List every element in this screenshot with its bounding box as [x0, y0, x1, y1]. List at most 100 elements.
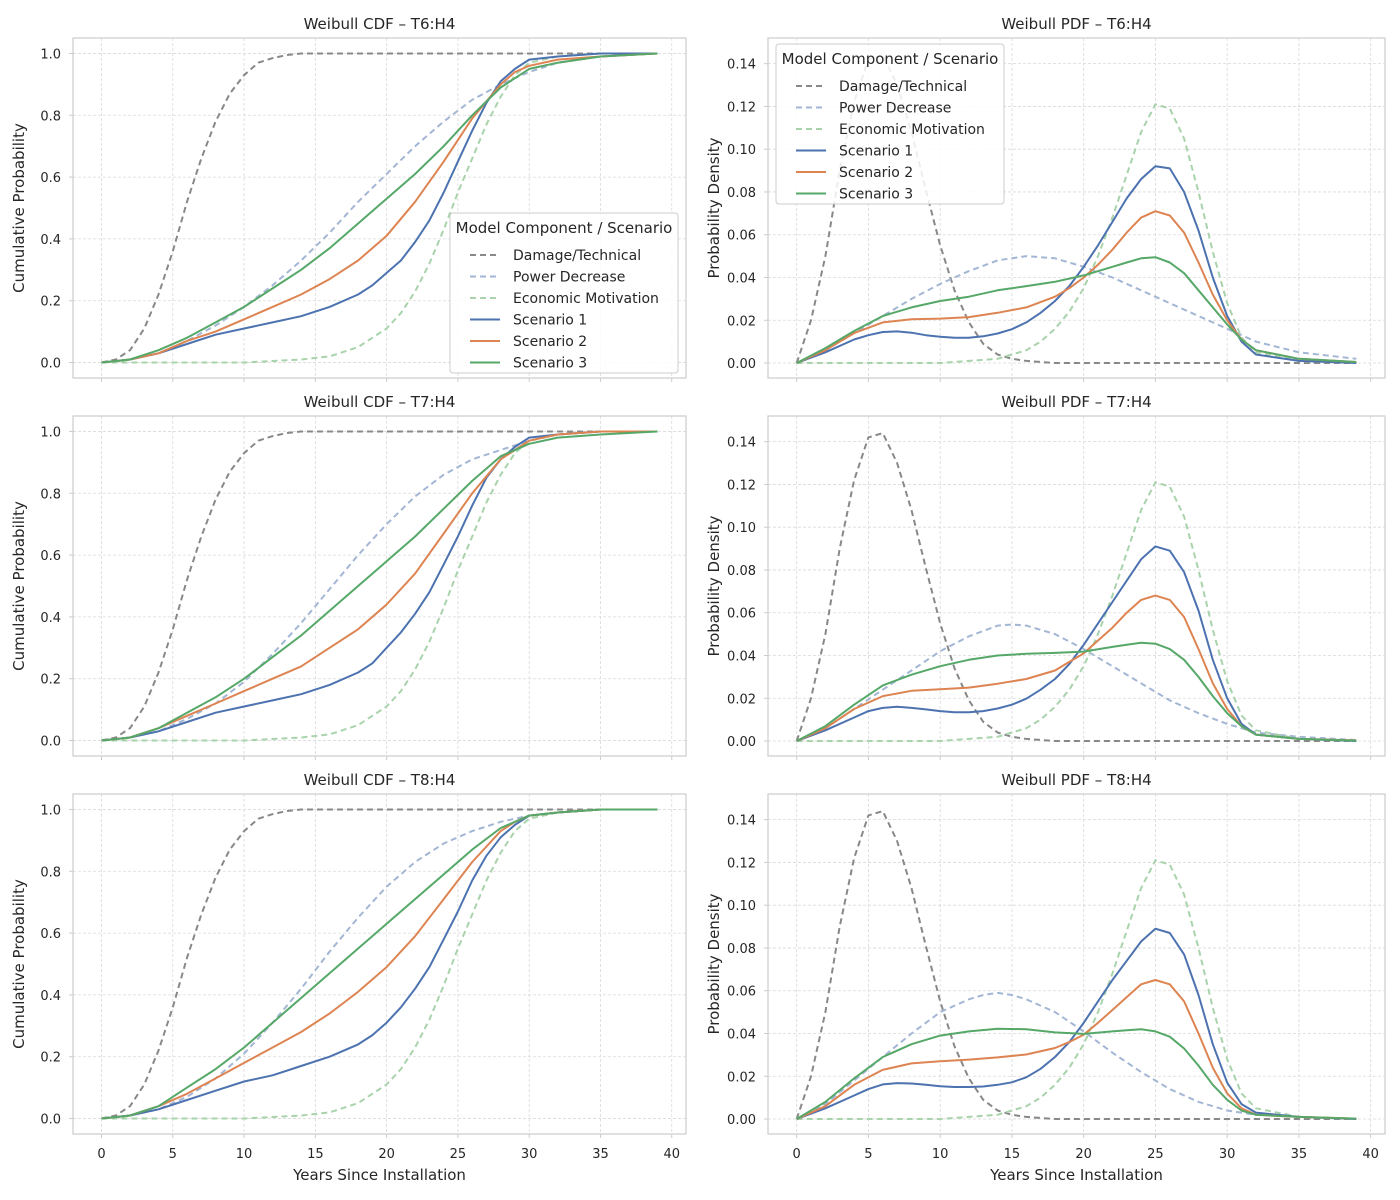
y-tick-label: 0.2 — [40, 1051, 61, 1066]
series-line-scenario-2 — [101, 430, 658, 742]
x-axis-label: Years Since Installation — [292, 1166, 466, 1184]
plot-frame — [72, 415, 687, 757]
y-tick-label: 1.0 — [40, 425, 61, 440]
x-tick-label: 0 — [97, 1147, 105, 1162]
y-tick-label: 0.08 — [727, 942, 756, 957]
plot-frame — [72, 37, 687, 379]
x-tick-label: 10 — [932, 1147, 949, 1162]
series-line-damage-technical — [101, 52, 658, 364]
x-tick-label: 15 — [307, 1147, 324, 1162]
series-line-power-decrease — [796, 255, 1357, 364]
x-tick-label: 30 — [1219, 1147, 1236, 1162]
y-tick-label: 0.08 — [727, 564, 756, 579]
series-line-scenario-1 — [101, 808, 658, 1120]
subplot-title: Weibull CDF – T7:H4 — [304, 393, 456, 411]
series-line-power-decrease — [796, 991, 1357, 1120]
legend-title: Model Component / Scenario — [456, 219, 673, 237]
x-tick-label: 0 — [793, 1147, 801, 1162]
series-line-scenario-3 — [796, 256, 1357, 364]
subplot-title: Weibull PDF – T8:H4 — [1001, 771, 1151, 789]
plot-frame — [767, 793, 1386, 1135]
subplot-1: 0.0 0.2 0.4 0.6 0.8 1.0 Weibull CDF – T6:H4 Cum… — [10, 15, 687, 382]
subplot-4: 0.00 0.02 0.04 0.06 0.08 0.10 0.12 0.14 Weibull … — [705, 393, 1386, 760]
series-line-scenario-1 — [101, 430, 658, 742]
series-line-scenario-1 — [796, 165, 1357, 364]
series-line-damage-technical — [101, 430, 658, 742]
y-tick-label: 0.4 — [40, 989, 61, 1004]
y-tick-label: 0.04 — [727, 649, 756, 664]
y-tick-label: 0.00 — [727, 735, 756, 750]
y-tick-label: 0.14 — [727, 814, 756, 829]
subplot-title: Weibull PDF – T6:H4 — [1001, 15, 1151, 33]
y-tick-label: 0.10 — [727, 521, 756, 536]
y-axis-label: Probability Density — [705, 137, 723, 278]
series-line-scenario-3 — [796, 641, 1357, 742]
x-tick-label: 20 — [1075, 1147, 1092, 1162]
y-tick-label: 0.0 — [40, 1113, 61, 1128]
y-axis-label: Cumulative Probability — [10, 501, 28, 671]
y-tick-label: 0.06 — [727, 229, 756, 244]
y-tick-label: 0.02 — [727, 314, 756, 329]
series-line-scenario-2 — [101, 52, 658, 364]
series-line-power-decrease — [101, 52, 658, 364]
legend-label: Power Decrease — [839, 101, 951, 117]
x-tick-label: 10 — [236, 1147, 253, 1162]
x-tick-label: 40 — [1362, 1147, 1379, 1162]
legend-title: Model Component / Scenario — [782, 50, 999, 68]
y-tick-label: 0.02 — [727, 692, 756, 707]
y-axis-label: Cumulative Probability — [10, 879, 28, 1049]
series-line-scenario-3 — [101, 430, 658, 742]
y-tick-label: 0.04 — [727, 1027, 756, 1042]
x-tick-label: 5 — [864, 1147, 872, 1162]
y-axis-label: Cumulative Probability — [10, 123, 28, 293]
subplot-title: Weibull PDF – T7:H4 — [1001, 393, 1151, 411]
series-line-scenario-1 — [796, 545, 1357, 742]
series-line-damage-technical — [101, 808, 658, 1120]
series-line-scenario-2 — [796, 979, 1357, 1120]
series-line-scenario-1 — [101, 52, 658, 364]
y-axis-label: Probability Density — [705, 893, 723, 1034]
legend-box — [775, 43, 1005, 205]
series-line-economic-motivation — [796, 103, 1357, 364]
legend-label: Scenario 1 — [513, 313, 587, 329]
series-line-damage-technical — [795, 810, 1357, 1120]
y-tick-label: 0.6 — [40, 927, 61, 942]
y-tick-label: 0.12 — [727, 478, 756, 493]
series-line-scenario-2 — [796, 594, 1357, 742]
x-axis-label: Years Since Installation — [989, 1166, 1163, 1184]
legend-label: Scenario 2 — [513, 334, 587, 350]
subplot-title: Weibull CDF – T8:H4 — [304, 771, 456, 789]
subplot-5: 0.0 0.2 0.4 0.6 0.8 1.0 0 5 10 15 20 25 30 35 40 Weibul… — [10, 771, 687, 1184]
series-line-scenario-1 — [796, 927, 1357, 1120]
y-tick-label: 0.8 — [40, 109, 61, 124]
y-tick-label: 0.8 — [40, 487, 61, 502]
series-line-scenario-3 — [796, 1027, 1357, 1120]
y-tick-label: 0.8 — [40, 865, 61, 880]
legend-label: Damage/Technical — [839, 79, 967, 95]
subplot-6: 0.00 0.02 0.04 0.06 0.08 0.10 0.12 0.14 0 5 10 15 20… — [705, 771, 1386, 1184]
plot-frame — [767, 415, 1386, 757]
series-line-economic-motivation — [796, 481, 1357, 742]
x-tick-label: 35 — [1291, 1147, 1308, 1162]
x-tick-label: 40 — [663, 1147, 680, 1162]
y-tick-label: 0.06 — [727, 607, 756, 622]
series-line-economic-motivation — [796, 859, 1357, 1120]
legend: Model Component / Scenario Damage/Technic… — [775, 43, 1005, 205]
legend-label: Power Decrease — [513, 270, 625, 286]
y-tick-label: 0.14 — [727, 436, 756, 451]
y-tick-label: 0.2 — [40, 295, 61, 310]
x-tick-label: 5 — [169, 1147, 177, 1162]
plot-frame — [767, 37, 1386, 379]
x-tick-label: 20 — [378, 1147, 395, 1162]
subplot-3: 0.0 0.2 0.4 0.6 0.8 1.0 Weibull CDF – T7:H4 Cum… — [10, 393, 687, 760]
plot-frame — [72, 793, 687, 1135]
legend-label: Economic Motivation — [839, 122, 985, 138]
x-tick-label: 35 — [592, 1147, 609, 1162]
y-tick-label: 0.2 — [40, 673, 61, 688]
legend-label: Scenario 1 — [839, 144, 913, 160]
y-tick-label: 0.6 — [40, 171, 61, 186]
subplot-2: 0.00 0.02 0.04 0.06 0.08 0.10 0.12 0.14 Weibull … — [705, 15, 1386, 382]
x-tick-label: 30 — [521, 1147, 538, 1162]
series-line-scenario-3 — [101, 808, 658, 1120]
y-tick-label: 1.0 — [40, 803, 61, 818]
